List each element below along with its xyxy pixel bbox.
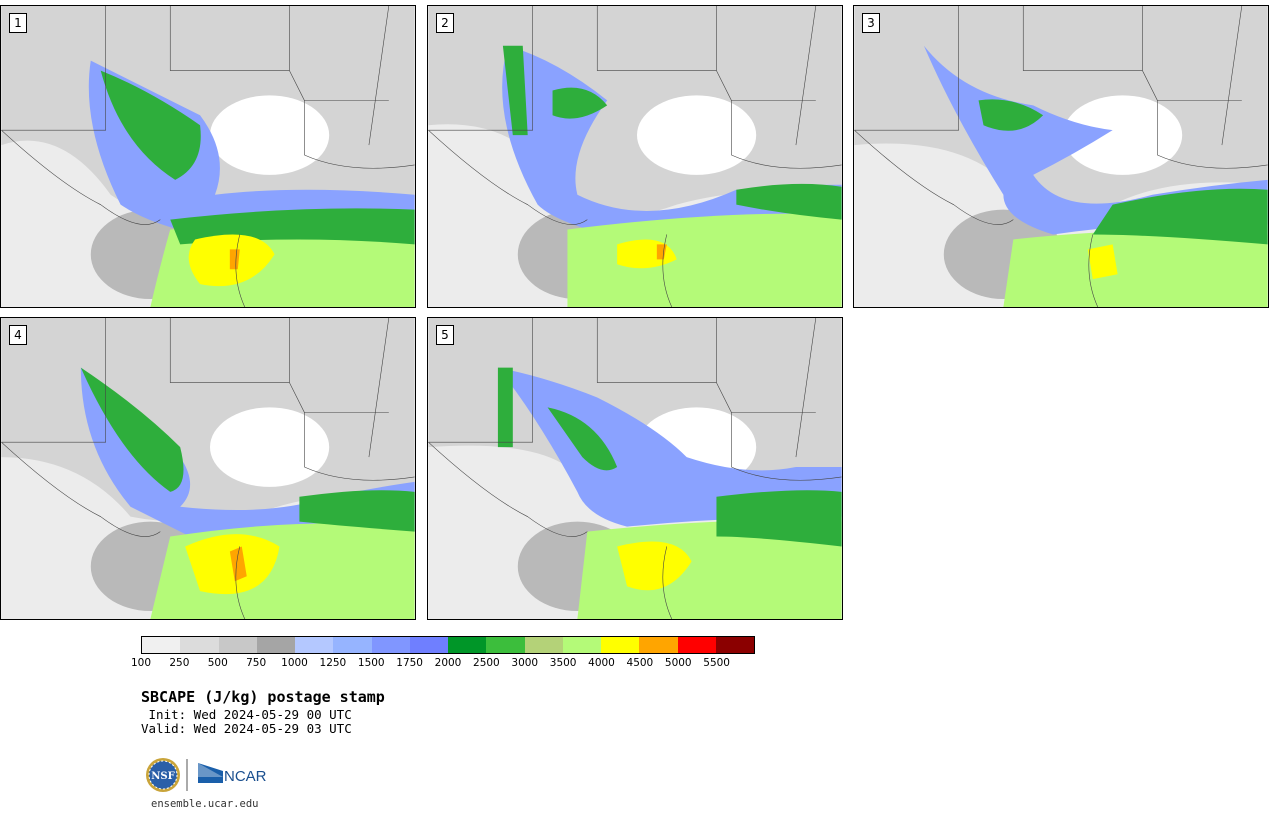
colorbar-tick-label: 5000 <box>664 657 692 669</box>
colorbar-tick-label: 2000 <box>434 657 462 669</box>
colorbar-tick-label: 500 <box>207 657 228 669</box>
colorbar-tick-label: 750 <box>246 657 267 669</box>
colorbar-ticks: 100 250 500 750 1000 1250 1500 1750 2000 2500 3000… <box>131 657 755 673</box>
colorbar-swatch <box>639 637 678 653</box>
colorbar-tick-label: 3000 <box>511 657 539 669</box>
sbcape-field-map <box>428 318 842 619</box>
member-label: 1 <box>9 13 27 33</box>
member-label: 5 <box>436 325 454 345</box>
colorbar-tick-label: 1000 <box>281 657 308 669</box>
colorbar-tick-label: 2500 <box>473 657 500 669</box>
colorbar-tick-label: 1500 <box>357 657 385 669</box>
colorbar-swatch <box>295 637 334 653</box>
sbcape-field-map <box>1 318 415 619</box>
member-label: 4 <box>9 325 27 345</box>
colorbar-tick-label: 5500 <box>703 657 730 669</box>
sbcape-field-map <box>428 6 842 307</box>
colorbar-swatch <box>486 637 525 653</box>
logos: NSF NCAR <box>146 758 267 792</box>
colorbar-swatch <box>218 637 257 653</box>
colorbar-tick-label: 100 <box>130 657 152 669</box>
ncar-logo-icon: NCAR <box>198 763 267 785</box>
colorbar-swatch <box>562 637 601 653</box>
colorbar-tick-label: 3500 <box>549 657 577 669</box>
member-panel-5: 5 <box>427 317 843 620</box>
colorbar-swatch <box>333 637 372 653</box>
colorbar-tick-label: 1250 <box>319 657 347 669</box>
nsf-logo-icon: NSF <box>146 758 180 792</box>
init-time: Init: Wed 2024-05-29 00 UTC <box>141 707 352 722</box>
nsf-logo-text: NSF <box>151 771 174 782</box>
colorbar-tick-label: 1750 <box>396 657 423 669</box>
colorbar-swatch <box>677 637 716 653</box>
colorbar-swatch <box>371 637 410 653</box>
member-panel-4: 4 <box>0 317 416 620</box>
chart-title: SBCAPE (J/kg) postage stamp <box>141 688 385 706</box>
colorbar-swatch <box>142 637 181 653</box>
ncar-logo-text: NCAR <box>224 768 267 785</box>
colorbar-tick-label: 4000 <box>588 657 615 669</box>
colorbar <box>141 636 755 654</box>
colorbar-swatch <box>409 637 448 653</box>
member-label: 3 <box>862 13 880 33</box>
colorbar-swatch <box>180 637 219 653</box>
colorbar-swatch <box>601 637 640 653</box>
site-url: ensemble.ucar.edu <box>151 798 259 810</box>
colorbar-swatch <box>524 637 563 653</box>
valid-time: Valid: Wed 2024-05-29 03 UTC <box>141 721 352 736</box>
colorbar-swatch <box>715 637 754 653</box>
member-label: 2 <box>436 13 454 33</box>
sbcape-field-map <box>854 6 1268 307</box>
member-panel-2: 2 <box>427 5 843 308</box>
colorbar-tick-label: 4500 <box>626 657 654 669</box>
colorbar-swatch <box>448 637 487 653</box>
colorbar-tick-label: 250 <box>169 657 190 669</box>
colorbar-swatch <box>256 637 295 653</box>
member-panel-3: 3 <box>853 5 1269 308</box>
member-panel-1: 1 <box>0 5 416 308</box>
sbcape-field-map <box>1 6 415 307</box>
